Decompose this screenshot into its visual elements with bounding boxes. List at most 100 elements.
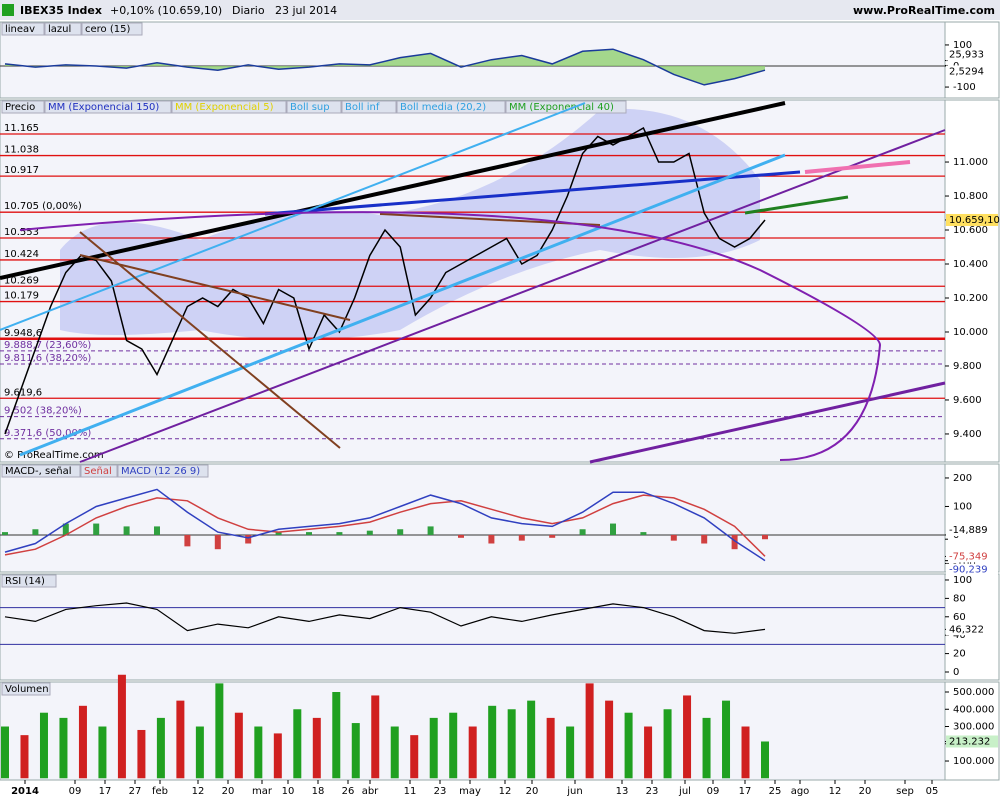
series-line xyxy=(4,126,766,435)
axis-panel xyxy=(944,99,1000,463)
change: +0,10% (10.659,10) xyxy=(110,4,222,17)
legend-box xyxy=(1,464,81,478)
site[interactable]: www.ProRealTime.com xyxy=(853,4,995,17)
legend-box xyxy=(505,100,627,114)
volume-bar xyxy=(234,712,243,779)
y-tick-label: 10.800 xyxy=(953,191,988,202)
value-box xyxy=(946,213,998,226)
volume-bar xyxy=(78,705,87,779)
trend-line xyxy=(79,254,351,321)
legend-box xyxy=(1,574,57,588)
series-line xyxy=(4,488,766,562)
volume-bar xyxy=(702,717,711,779)
x-tick-label: 18 xyxy=(312,786,325,797)
volume-bar xyxy=(176,700,185,779)
x-tick-label: feb xyxy=(152,786,168,797)
histogram-bar xyxy=(93,523,100,535)
panel xyxy=(0,573,946,681)
arc xyxy=(19,211,882,461)
histogram-bar xyxy=(2,532,8,535)
panels: 100 0 -100 25,933 2,5294 lineav lazul cero (15)… xyxy=(0,21,1000,797)
volume-bar xyxy=(351,723,360,779)
legend-entry: lineav xyxy=(5,24,35,35)
volume-bar xyxy=(273,733,282,779)
histogram-bar xyxy=(458,534,464,538)
y-tick-label: 10.200 xyxy=(953,293,988,304)
date: 23 jul 2014 xyxy=(275,4,337,17)
x-tick-label: 12 xyxy=(499,786,512,797)
legend-entry: RSI (14) xyxy=(5,576,45,587)
histogram-bar xyxy=(306,532,312,535)
x-tick-label: 20 xyxy=(526,786,539,797)
y-tick-label: -100 xyxy=(953,82,976,93)
fib-label: 9.811,6 (38,20%) xyxy=(4,353,91,364)
histogram-bar xyxy=(488,534,495,544)
y-tick-label: 11.000 xyxy=(953,157,988,168)
legend-entry: MM (Exponencial 5) xyxy=(175,102,274,113)
y-tick-label: 10.400 xyxy=(953,259,988,270)
legend-box xyxy=(1,22,45,36)
fib-label: 9.888,7 (23,60%) xyxy=(4,340,91,351)
x-tick-label: 20 xyxy=(859,786,872,797)
axis-panel xyxy=(944,681,1000,781)
y-tick-label: 100 xyxy=(953,501,972,512)
trend-lines xyxy=(0,101,946,464)
y-tick-label: 400.000 xyxy=(953,704,994,715)
header-bar xyxy=(0,0,1000,20)
histogram-bar xyxy=(32,529,39,535)
volume-bar xyxy=(195,726,204,779)
histogram-bar xyxy=(427,526,434,535)
y-tick-label: 60 xyxy=(953,612,966,623)
level-label: 10.179 xyxy=(4,291,39,302)
histogram-bar xyxy=(610,523,616,535)
macd-last-value: -75,349 xyxy=(949,551,988,562)
x-tick-label: sep xyxy=(896,786,914,797)
legend-box xyxy=(341,100,397,114)
panel xyxy=(0,21,946,99)
legend-box xyxy=(1,682,51,696)
legend-box xyxy=(1,100,45,114)
legend-box xyxy=(171,100,287,114)
trend-line xyxy=(79,231,341,449)
histogram-bar xyxy=(640,532,647,535)
level-label: 10.424 xyxy=(4,249,39,260)
y-tick-label: 80 xyxy=(953,593,966,604)
x-tick-label: ago xyxy=(791,786,810,797)
histogram-bar xyxy=(366,530,373,535)
volume-bar xyxy=(20,735,29,779)
volume-bar xyxy=(137,729,146,779)
x-tick-label: 17 xyxy=(99,786,112,797)
x-tick-label: 17 xyxy=(739,786,752,797)
x-tick-label: 09 xyxy=(69,786,82,797)
level-label: 9.619,6 xyxy=(4,387,42,398)
y-tick-label: 20 xyxy=(953,649,966,660)
volume-bar xyxy=(546,717,555,779)
level-label: 11.165 xyxy=(4,123,39,134)
trend-line xyxy=(0,102,586,331)
y-tick-label: 0 xyxy=(953,667,959,678)
volume-bar xyxy=(1,726,9,779)
x-tick-label: 12 xyxy=(829,786,842,797)
histogram-bar xyxy=(579,529,586,535)
value-box xyxy=(946,48,998,61)
volume-bar xyxy=(741,726,750,779)
legend-entry: MM (Exponencial 150) xyxy=(48,102,159,113)
legend-box xyxy=(44,100,172,114)
histogram-bar xyxy=(670,534,677,541)
histogram-bar xyxy=(184,534,191,547)
volume-bar xyxy=(644,726,653,779)
volume-bar xyxy=(312,717,321,779)
y-tick-label: 100 xyxy=(953,40,972,51)
x-tick-label: 26 xyxy=(342,786,355,797)
level-label: 11.038 xyxy=(4,145,39,156)
x-tick-label: jun xyxy=(566,786,582,797)
x-tick-label: 25 xyxy=(769,786,782,797)
series-line xyxy=(4,602,766,634)
histogram-bar xyxy=(275,532,282,535)
fib-label: 9.371,6 (50,00%) xyxy=(4,428,91,439)
macd-last-value: -14,889 xyxy=(949,525,988,536)
legend-entry: Señal xyxy=(84,466,112,477)
trend-line xyxy=(0,101,786,280)
arrow xyxy=(744,195,849,215)
